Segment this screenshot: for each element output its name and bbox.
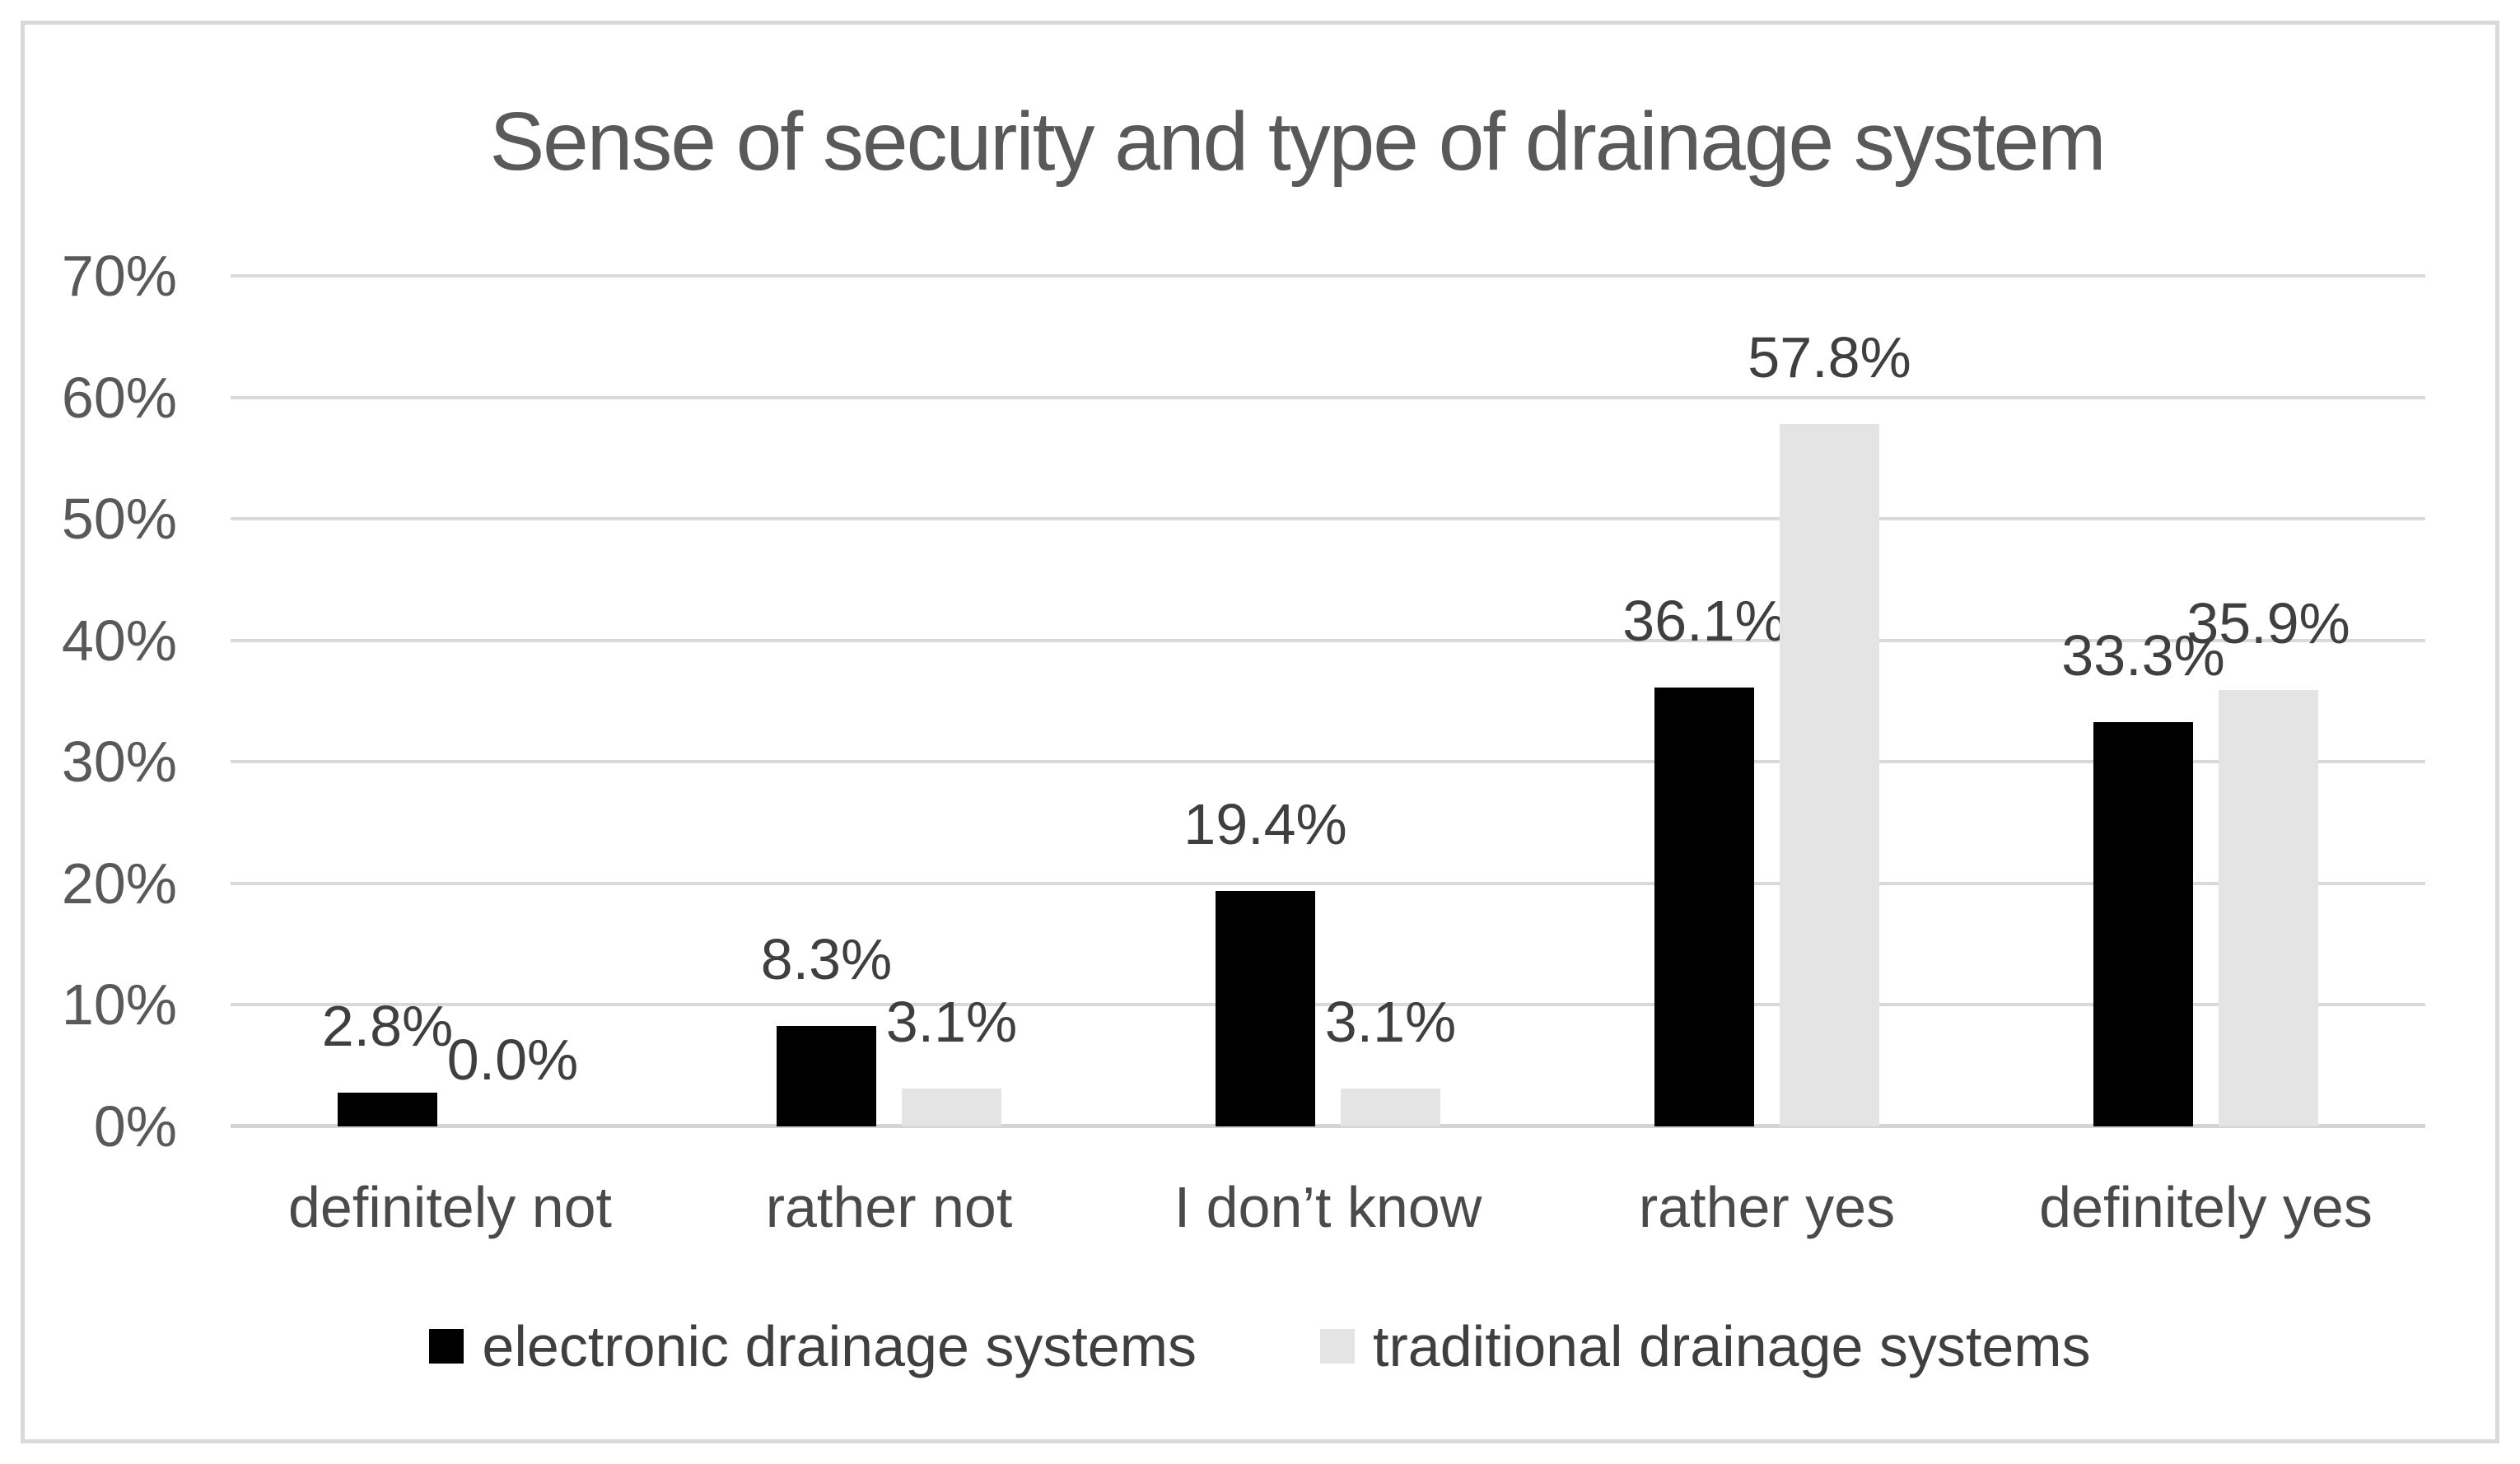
bar-value-label: 36.1% bbox=[1622, 589, 1786, 654]
legend-swatch bbox=[1320, 1329, 1356, 1364]
y-tick-label: 30% bbox=[61, 730, 177, 795]
chart-title: Sense of security and type of drainage s… bbox=[489, 96, 2106, 188]
bar-value-label: 57.8% bbox=[1748, 325, 1911, 389]
x-category-label: rather yes bbox=[1638, 1175, 1896, 1239]
bar bbox=[338, 1092, 437, 1126]
bar-value-label: 35.9% bbox=[2186, 591, 2350, 656]
bar-value-label: 8.3% bbox=[760, 926, 893, 991]
bar bbox=[1654, 688, 1754, 1126]
legend-label: traditional drainage systems bbox=[1373, 1314, 2091, 1378]
y-tick-label: 20% bbox=[61, 851, 177, 916]
bar-value-label: 33.3% bbox=[2061, 622, 2225, 688]
gridline bbox=[231, 395, 2425, 399]
bar bbox=[2219, 690, 2318, 1126]
bar bbox=[902, 1089, 1001, 1126]
y-tick-label: 40% bbox=[61, 608, 177, 673]
legend-label: electronic drainage systems bbox=[482, 1314, 1197, 1378]
gridline bbox=[231, 1124, 2425, 1128]
x-category-label: definitely yes bbox=[2039, 1175, 2373, 1239]
y-tick-label: 10% bbox=[61, 972, 177, 1037]
y-tick-label: 0% bbox=[93, 1094, 177, 1159]
legend-swatch bbox=[429, 1329, 464, 1364]
plot-area: 2.8% 8.3% 19.4% 36.1% 33.3% 0.0% 3.1% 3.1% 57.8%… bbox=[231, 274, 2425, 1128]
bar-value-label: 3.1% bbox=[1324, 990, 1457, 1055]
bar-value-label: 19.4% bbox=[1183, 791, 1347, 856]
y-tick-label: 50% bbox=[61, 487, 177, 552]
x-category-label: I don’t know bbox=[1174, 1175, 1482, 1239]
legend-item: traditional drainage systems bbox=[1320, 1309, 2091, 1383]
gridline bbox=[231, 881, 2425, 885]
y-tick-label: 70% bbox=[61, 244, 177, 308]
y-tick-label: 60% bbox=[61, 365, 177, 430]
x-category-label: definitely not bbox=[287, 1175, 613, 1239]
bar bbox=[777, 1025, 876, 1126]
gridline bbox=[231, 760, 2425, 764]
legend-item: electronic drainage systems bbox=[429, 1309, 1197, 1383]
bar-value-label: 3.1% bbox=[885, 990, 1018, 1055]
bar bbox=[1780, 424, 1879, 1126]
gridline bbox=[231, 638, 2425, 642]
bar-value-label: 0.0% bbox=[446, 1028, 579, 1092]
gridline bbox=[231, 1003, 2425, 1007]
gridline bbox=[231, 517, 2425, 521]
bar-value-label: 2.8% bbox=[321, 993, 454, 1058]
bar bbox=[2093, 721, 2193, 1126]
bar bbox=[1216, 890, 1315, 1126]
gridline bbox=[231, 274, 2425, 277]
bar bbox=[1341, 1089, 1440, 1126]
legend: electronic drainage systems traditional d… bbox=[0, 1309, 2520, 1383]
x-category-label: rather not bbox=[765, 1175, 1013, 1239]
